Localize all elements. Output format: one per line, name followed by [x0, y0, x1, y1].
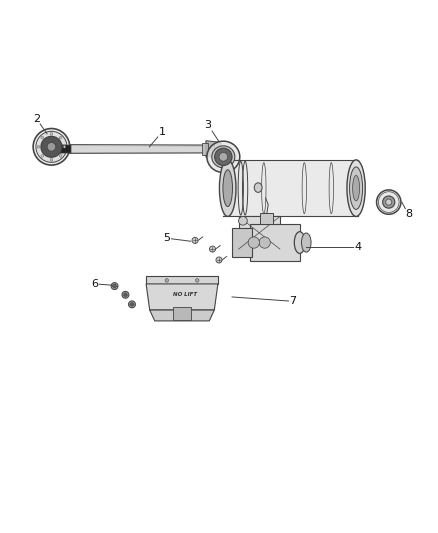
Text: 2: 2 — [33, 114, 40, 124]
Circle shape — [130, 303, 134, 306]
Circle shape — [63, 146, 66, 148]
Circle shape — [165, 279, 169, 282]
Circle shape — [195, 279, 199, 282]
Text: 5: 5 — [163, 233, 170, 243]
Ellipse shape — [350, 167, 363, 209]
Text: NO LIFT: NO LIFT — [173, 292, 198, 297]
Polygon shape — [239, 216, 280, 249]
Circle shape — [239, 216, 247, 225]
Circle shape — [59, 136, 62, 139]
Circle shape — [36, 131, 67, 163]
Circle shape — [219, 152, 228, 161]
Circle shape — [47, 142, 56, 151]
Circle shape — [386, 199, 392, 205]
Circle shape — [113, 284, 116, 288]
Circle shape — [37, 146, 40, 148]
Ellipse shape — [347, 160, 365, 216]
Circle shape — [122, 292, 129, 298]
Ellipse shape — [207, 141, 240, 173]
Bar — [173, 308, 191, 320]
Circle shape — [111, 282, 118, 289]
Ellipse shape — [353, 175, 360, 201]
Circle shape — [41, 136, 43, 139]
Ellipse shape — [223, 170, 233, 207]
Text: 1: 1 — [159, 126, 166, 136]
Bar — [232, 228, 252, 257]
Circle shape — [41, 155, 43, 157]
Text: 8: 8 — [405, 209, 412, 219]
Circle shape — [50, 133, 53, 135]
Circle shape — [216, 257, 222, 263]
Polygon shape — [49, 144, 71, 154]
Polygon shape — [146, 284, 218, 310]
Circle shape — [377, 190, 401, 214]
Ellipse shape — [294, 232, 305, 254]
Text: 4: 4 — [355, 242, 362, 252]
Bar — [260, 213, 273, 224]
Circle shape — [209, 246, 215, 252]
Text: 6: 6 — [92, 279, 99, 289]
Ellipse shape — [219, 160, 236, 216]
Bar — [202, 143, 208, 155]
Circle shape — [41, 136, 62, 157]
Circle shape — [259, 237, 270, 248]
Bar — [250, 224, 300, 261]
Ellipse shape — [301, 233, 311, 252]
Circle shape — [33, 128, 70, 165]
Circle shape — [50, 158, 53, 161]
Ellipse shape — [254, 183, 262, 192]
Polygon shape — [55, 144, 215, 154]
Bar — [146, 276, 218, 284]
Circle shape — [215, 148, 232, 166]
Text: 7: 7 — [290, 296, 297, 306]
Circle shape — [124, 293, 127, 296]
Text: 3: 3 — [205, 120, 212, 130]
Circle shape — [383, 196, 395, 208]
Polygon shape — [150, 310, 214, 321]
Bar — [223, 160, 358, 216]
Ellipse shape — [212, 146, 235, 168]
Circle shape — [248, 237, 259, 248]
Circle shape — [192, 237, 198, 244]
Circle shape — [128, 301, 135, 308]
Polygon shape — [206, 141, 221, 157]
Circle shape — [59, 155, 62, 157]
